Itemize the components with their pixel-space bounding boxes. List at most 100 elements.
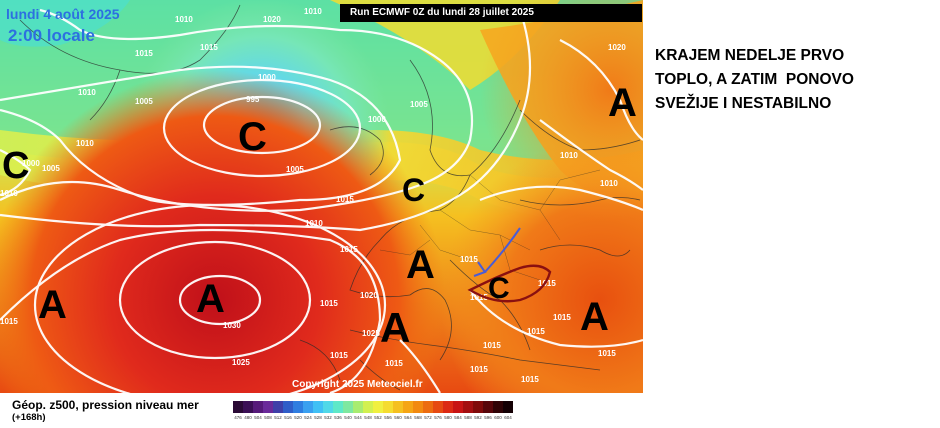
scale-swatch bbox=[453, 401, 463, 413]
scale-label: 572 bbox=[424, 415, 432, 420]
svg-text:1010: 1010 bbox=[600, 179, 618, 188]
scale-label: 568 bbox=[414, 415, 422, 420]
scale-label: 560 bbox=[394, 415, 402, 420]
svg-text:1010: 1010 bbox=[304, 7, 322, 16]
low-symbol: C bbox=[2, 145, 29, 187]
svg-text:1000: 1000 bbox=[368, 115, 386, 124]
scale-swatch bbox=[323, 401, 333, 413]
headline-line: KRAJEM NEDELJE PRVO bbox=[655, 47, 845, 64]
svg-text:1010: 1010 bbox=[560, 151, 578, 160]
scale-swatch bbox=[473, 401, 483, 413]
svg-text:1000: 1000 bbox=[22, 159, 40, 168]
scale-swatch bbox=[253, 401, 263, 413]
svg-text:1015: 1015 bbox=[521, 375, 539, 384]
scale-swatch bbox=[403, 401, 413, 413]
high-symbol: A bbox=[406, 243, 435, 287]
svg-text:1030: 1030 bbox=[223, 321, 241, 330]
scale-swatch bbox=[423, 401, 433, 413]
scale-label: 524 bbox=[304, 415, 312, 420]
color-scale-labels: 476 480 504 508 512 516 520 524 528 532 536 540 544 5… bbox=[233, 415, 513, 423]
high-symbol: A bbox=[38, 283, 67, 327]
svg-text:1015: 1015 bbox=[460, 255, 478, 264]
svg-text:1015: 1015 bbox=[470, 365, 488, 374]
scale-label: 532 bbox=[324, 415, 332, 420]
high-symbol: A bbox=[580, 295, 609, 339]
scale-swatch bbox=[383, 401, 393, 413]
svg-text:1005: 1005 bbox=[410, 100, 428, 109]
scale-label: 480 bbox=[244, 415, 252, 420]
scale-swatch bbox=[483, 401, 493, 413]
svg-text:1015: 1015 bbox=[470, 293, 488, 302]
high-symbol: A bbox=[608, 81, 637, 125]
scale-label: 600 bbox=[494, 415, 502, 420]
svg-text:1025: 1025 bbox=[232, 358, 250, 367]
scale-label: 564 bbox=[404, 415, 412, 420]
scale-swatch bbox=[313, 401, 323, 413]
svg-text:1015: 1015 bbox=[135, 49, 153, 58]
svg-text:1010: 1010 bbox=[78, 88, 96, 97]
scale-swatch bbox=[433, 401, 443, 413]
svg-text:1005: 1005 bbox=[42, 164, 60, 173]
borders bbox=[379, 169, 601, 281]
scale-swatch bbox=[243, 401, 253, 413]
scale-label: 576 bbox=[434, 415, 442, 420]
svg-text:1015: 1015 bbox=[0, 317, 18, 326]
scale-swatch bbox=[293, 401, 303, 413]
svg-text:1020: 1020 bbox=[360, 291, 378, 300]
svg-text:1015: 1015 bbox=[330, 351, 348, 360]
scale-swatch bbox=[413, 401, 423, 413]
pressure-symbols: C C C C A A A A A A bbox=[2, 81, 637, 351]
svg-text:1015: 1015 bbox=[553, 313, 571, 322]
scale-label: 552 bbox=[374, 415, 382, 420]
legend-title: Géop. z500, pression niveau mer bbox=[12, 398, 199, 412]
svg-text:1010: 1010 bbox=[0, 189, 18, 198]
cutoff-low-outline bbox=[467, 264, 552, 303]
forecast-date: lundi 4 août 2025 bbox=[6, 6, 120, 22]
scale-swatch bbox=[373, 401, 383, 413]
scale-swatch bbox=[283, 401, 293, 413]
legend-subtitle: (+168h) bbox=[12, 412, 46, 423]
scale-swatch bbox=[273, 401, 283, 413]
svg-text:1015: 1015 bbox=[336, 195, 354, 204]
scale-swatch bbox=[493, 401, 503, 413]
scale-label: 516 bbox=[284, 415, 292, 420]
scale-label: 540 bbox=[344, 415, 352, 420]
svg-text:1010: 1010 bbox=[76, 139, 94, 148]
svg-text:1010: 1010 bbox=[305, 219, 323, 228]
scale-swatch bbox=[443, 401, 453, 413]
svg-text:1020: 1020 bbox=[608, 43, 626, 52]
scale-swatch bbox=[353, 401, 363, 413]
svg-text:1000: 1000 bbox=[258, 73, 276, 82]
arrow-head-icon bbox=[473, 261, 487, 277]
scale-label: 604 bbox=[504, 415, 512, 420]
scale-swatch bbox=[333, 401, 343, 413]
low-symbol: C bbox=[402, 172, 425, 208]
scale-label: 520 bbox=[294, 415, 302, 420]
scale-swatch bbox=[343, 401, 353, 413]
svg-text:1015: 1015 bbox=[483, 341, 501, 350]
svg-text:1005: 1005 bbox=[135, 97, 153, 106]
scale-label: 536 bbox=[334, 415, 342, 420]
low-symbol: C bbox=[488, 272, 510, 305]
headline: KRAJEM NEDELJE PRVO TOPLO, A ZATIM PONOV… bbox=[655, 44, 935, 116]
svg-text:1015: 1015 bbox=[385, 359, 403, 368]
svg-text:1020: 1020 bbox=[263, 15, 281, 24]
svg-text:1015: 1015 bbox=[320, 299, 338, 308]
svg-text:1015: 1015 bbox=[538, 279, 556, 288]
scale-label: 508 bbox=[264, 415, 272, 420]
scale-label: 596 bbox=[484, 415, 492, 420]
scale-label: 584 bbox=[454, 415, 462, 420]
high-symbol: A bbox=[380, 304, 410, 351]
scale-label: 592 bbox=[474, 415, 482, 420]
scale-label: 544 bbox=[354, 415, 362, 420]
isobars bbox=[0, 8, 643, 393]
scale-label: 504 bbox=[254, 415, 262, 420]
forecast-map: 1010 1015 1010 1020 1015 1010 1005 1000 … bbox=[0, 0, 643, 393]
scale-swatch bbox=[303, 401, 313, 413]
svg-text:1010: 1010 bbox=[175, 15, 193, 24]
scale-label: 588 bbox=[464, 415, 472, 420]
copyright-notice: Copyright 2025 Meteociel.fr bbox=[292, 379, 423, 390]
svg-text:1015: 1015 bbox=[340, 245, 358, 254]
headline-line: TOPLO, A ZATIM PONOVO bbox=[655, 71, 854, 88]
isobar-labels: 1010 1015 1010 1020 1015 1010 1005 1000 … bbox=[0, 7, 626, 384]
